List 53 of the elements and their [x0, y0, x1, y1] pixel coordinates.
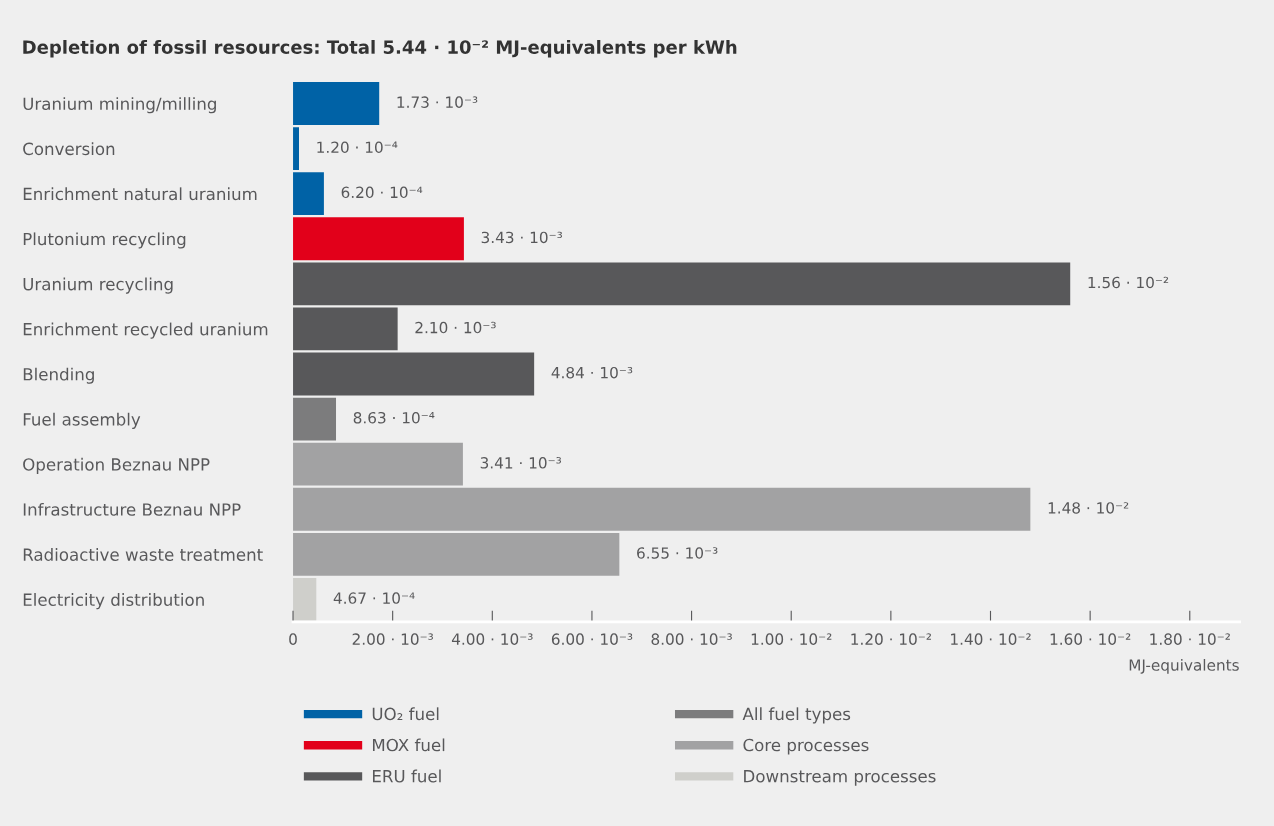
- data-label: 3.43 · 10⁻³: [481, 231, 563, 244]
- y-tick-label: Blending: [23, 367, 94, 384]
- x-axis-title: MJ-equivalents: [1129, 658, 1239, 674]
- y-tick-label: Plutonium recycling: [23, 232, 186, 249]
- x-tick-label: 1.00 · 10⁻²: [751, 633, 832, 645]
- bar: [293, 487, 1031, 531]
- data-label: 6.55 · 10⁻³: [637, 547, 718, 559]
- y-tick-label: Enrichment natural uranium: [23, 187, 257, 201]
- bar: [293, 397, 337, 441]
- bar: [293, 578, 317, 621]
- bar: [293, 532, 620, 576]
- bar: [293, 352, 535, 396]
- y-tick-label: Uranium recycling: [23, 277, 173, 294]
- y-tick-label: Uranium mining/milling: [23, 97, 216, 114]
- data-label: 1.73 · 10⁻³: [397, 96, 478, 108]
- bar: [293, 82, 380, 125]
- data-label: 2.10 · 10⁻³: [415, 321, 496, 334]
- bar: [293, 442, 463, 486]
- y-tick-label: Conversion: [23, 142, 115, 156]
- bar: [293, 262, 1071, 306]
- bar: [293, 172, 324, 216]
- x-tick-label: 1.80 · 10⁻²: [1150, 633, 1230, 645]
- y-tick-label: Operation Beznau NPP: [23, 457, 210, 474]
- legend-label: UO₂ fuel: [372, 707, 439, 721]
- bar: [293, 217, 464, 261]
- legend-label: Core processes: [743, 738, 869, 755]
- y-tick-label: Infrastructure Beznau NPP: [23, 502, 241, 516]
- data-label: 6.20 · 10⁻⁴: [341, 186, 423, 199]
- data-label: 8.63 · 10⁻⁴: [353, 411, 435, 424]
- legend-label: MOX fuel: [372, 738, 445, 752]
- data-label: 4.84 · 10⁻³: [551, 366, 633, 379]
- data-label: 4.67 · 10⁻⁴: [333, 592, 415, 604]
- data-label: 1.56 · 10⁻²: [1088, 276, 1169, 289]
- x-tick-label: 1.40 · 10⁻²: [951, 633, 1031, 645]
- legend-label: All fuel types: [742, 707, 851, 724]
- x-tick-label: 2.00 · 10⁻³: [352, 633, 433, 645]
- x-tick-label: 1.60 · 10⁻²: [1050, 633, 1131, 645]
- data-label: 1.20 · 10⁻⁴: [317, 141, 398, 154]
- x-tick-label: 0: [289, 633, 297, 645]
- y-tick-label: Enrichment recycled uranium: [23, 322, 268, 339]
- x-tick-label: 8.00 · 10⁻³: [651, 633, 732, 645]
- x-tick-label: 6.00 · 10⁻³: [551, 633, 633, 645]
- x-tick-label: 4.00 · 10⁻³: [451, 633, 533, 645]
- data-label: 3.41 · 10⁻³: [480, 457, 562, 469]
- chart-title: Depletion of fossil resources: Total 5.44 · 10⁻² MJ-equivalents per kWh: [23, 39, 737, 58]
- data-label: 1.48 · 10⁻²: [1048, 502, 1129, 514]
- legend-label: ERU fuel: [372, 769, 441, 783]
- bar: [293, 307, 398, 351]
- y-tick-label: Electricity distribution: [23, 593, 204, 610]
- legend-label: Downstream processes: [744, 770, 936, 786]
- y-tick-label: Radioactive waste treatment: [23, 548, 263, 561]
- x-tick-label: 1.20 · 10⁻²: [851, 633, 932, 645]
- y-tick-label: Fuel assembly: [23, 412, 141, 429]
